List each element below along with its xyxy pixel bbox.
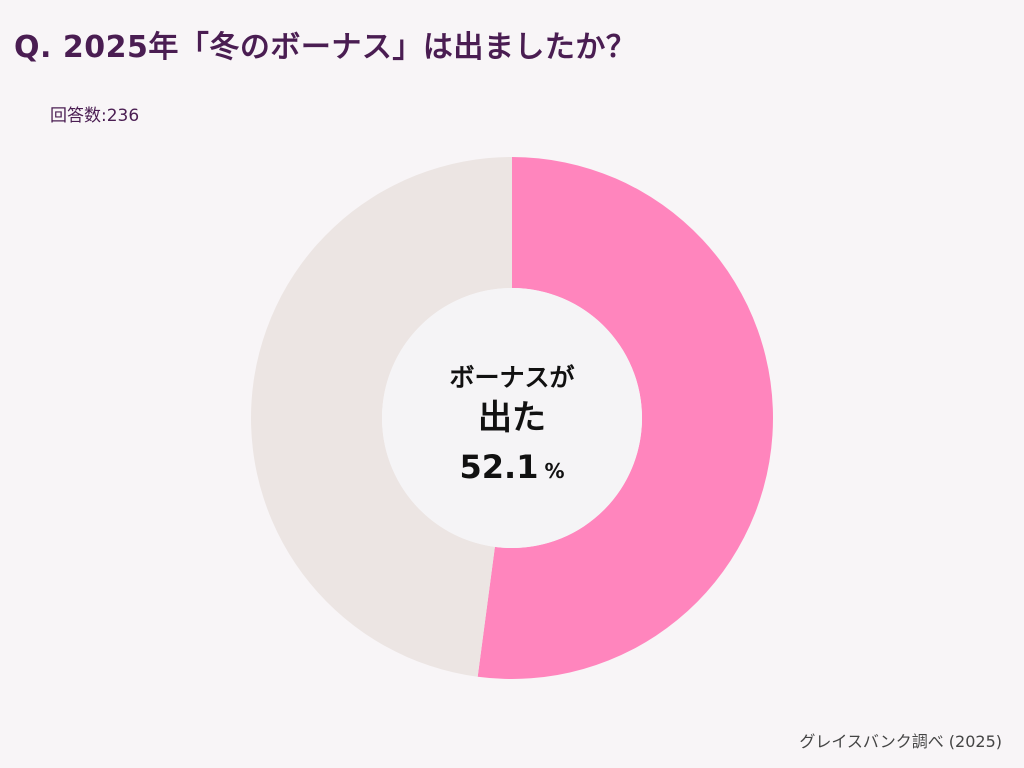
- source-note: グレイスバンク調べ (2025): [799, 732, 1002, 751]
- donut-slice-1: [477, 157, 774, 680]
- center-value-unit: %: [544, 459, 565, 483]
- center-label-line1: ボーナスが: [449, 363, 575, 392]
- center-value-number: 52.1: [459, 448, 539, 486]
- donut-hole: [382, 288, 642, 548]
- donut-slice-2: [251, 157, 512, 677]
- center-label-line2: 出た: [478, 398, 546, 438]
- respondent-count: 回答数:236: [50, 106, 140, 126]
- chart-title: Q. 2025年「冬のボーナス」は出ましたか？: [14, 30, 637, 65]
- center-value: 52.1%: [412, 448, 612, 486]
